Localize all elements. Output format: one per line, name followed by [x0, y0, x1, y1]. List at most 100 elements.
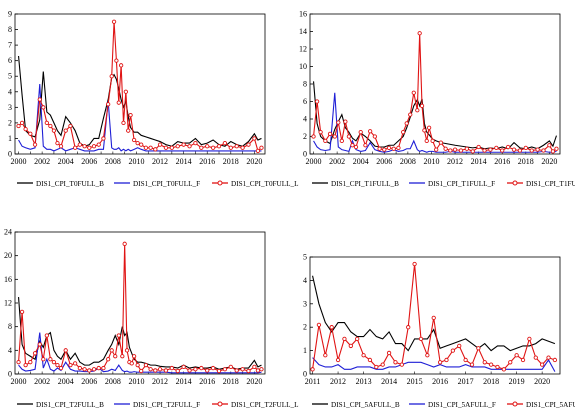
legend-label: DIS1_CPI_T0FULL_L	[231, 180, 299, 188]
data-point	[205, 144, 210, 149]
data-point	[500, 148, 505, 153]
data-point	[411, 90, 416, 95]
x-tick-label: 2016	[199, 377, 215, 386]
data-point	[44, 120, 49, 126]
data-point	[63, 348, 68, 353]
data-point	[425, 353, 430, 358]
data-point	[114, 58, 119, 63]
data-point	[311, 134, 316, 139]
data-point	[404, 121, 409, 126]
data-point	[426, 125, 432, 130]
data-point	[367, 129, 373, 134]
data-point	[157, 367, 163, 372]
data-point	[547, 143, 552, 148]
x-tick-label: 2012	[330, 377, 346, 386]
data-point	[514, 353, 519, 358]
legend-label: DIS1_CPI_T1FULL_B	[331, 180, 399, 188]
legend-marker	[217, 180, 223, 186]
data-point	[51, 128, 57, 133]
series-line-black	[312, 275, 556, 352]
plot-frame	[309, 13, 561, 155]
y-tick-label: 8	[8, 322, 12, 331]
data-point	[401, 129, 406, 135]
data-point	[412, 261, 417, 267]
data-point	[463, 357, 468, 363]
data-point	[148, 367, 153, 372]
data-point	[55, 362, 60, 368]
y-tick-label: 4	[8, 346, 12, 355]
data-point	[234, 144, 239, 149]
x-tick-label: 2011	[305, 377, 321, 386]
data-point	[539, 362, 545, 367]
data-point	[316, 322, 322, 328]
data-point	[419, 103, 425, 109]
x-tick-label: 2002	[34, 157, 50, 166]
legend-label: DIS1_CPI_T2FULL_B	[36, 401, 104, 409]
x-tick-label: 2004	[353, 157, 369, 166]
data-point	[32, 351, 38, 356]
x-tick-label: 2013	[356, 377, 372, 386]
y-tick-label: 0	[303, 370, 307, 379]
data-point	[216, 368, 222, 374]
data-point	[438, 140, 444, 145]
data-point	[406, 325, 411, 330]
series-line-black	[17, 297, 262, 370]
x-tick-label: 2010	[128, 157, 144, 166]
data-point	[255, 368, 261, 373]
x-tick-label: 2008	[105, 157, 121, 166]
data-point	[82, 367, 87, 372]
data-point	[181, 364, 186, 370]
data-point	[51, 360, 57, 365]
data-point	[448, 148, 453, 153]
x-tick-label: 2019	[509, 377, 525, 386]
data-point	[240, 367, 245, 372]
data-point	[135, 140, 140, 146]
data-point	[508, 360, 513, 365]
plot-frame	[14, 13, 266, 155]
data-point	[169, 145, 174, 150]
data-point	[418, 336, 424, 342]
plot-frame	[14, 231, 266, 375]
legend-label: DIS1_CPI_T0FULL_B	[36, 180, 104, 188]
series-line-blue	[18, 83, 262, 152]
data-point	[234, 368, 239, 373]
data-point	[37, 342, 42, 347]
x-tick-label: 2020	[246, 377, 262, 386]
data-point	[72, 361, 78, 366]
data-point	[355, 336, 360, 342]
y-tick-label: 3	[303, 299, 307, 308]
y-tick-label: 8	[303, 80, 307, 89]
data-point	[96, 142, 101, 147]
data-point	[58, 144, 64, 149]
data-point	[367, 357, 373, 363]
data-point	[23, 126, 28, 132]
data-point	[329, 325, 334, 330]
chart-panel-1: 0 1 2 3 4 5 6 7 8 9 2000 2002 2004 2006 2008 2010 2012 20…	[8, 10, 299, 189]
data-point	[123, 89, 128, 94]
y-tick-label: 5	[8, 72, 12, 81]
y-tick-label: 20	[4, 251, 12, 260]
data-point	[16, 360, 21, 365]
legend-label: DIS1_CPI_T2FULL_L	[231, 401, 299, 409]
data-point	[310, 367, 315, 372]
series-line-blue	[312, 357, 556, 372]
x-tick-label: 2008	[105, 377, 121, 386]
data-point	[122, 241, 127, 246]
x-tick-label: 2004	[58, 157, 74, 166]
data-point	[19, 309, 25, 315]
data-point	[48, 123, 53, 129]
x-tick-label: 2014	[471, 157, 487, 166]
y-tick-label: 9	[8, 10, 12, 19]
data-point	[550, 149, 556, 154]
data-point	[415, 108, 420, 113]
y-tick-label: 3	[8, 103, 12, 112]
data-point	[382, 147, 387, 152]
data-point	[332, 134, 337, 139]
data-point	[505, 144, 511, 150]
data-point	[68, 123, 73, 129]
x-tick-label: 2000	[11, 157, 27, 166]
data-point	[353, 144, 359, 150]
x-tick-label: 2018	[518, 157, 534, 166]
data-point	[77, 365, 83, 371]
data-point	[41, 357, 46, 362]
